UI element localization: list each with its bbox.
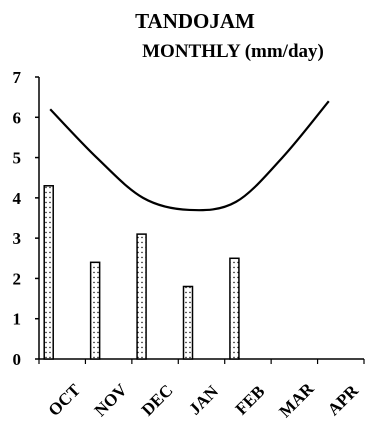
plot-area: 0 1 2 3 4 5 6 7 OCT NOV DEC JAN FEB MAR APR xyxy=(13,68,365,421)
x-tick-label: MAR xyxy=(275,379,318,422)
chart-subtitle: MONTHLY (mm/day) xyxy=(142,41,324,62)
x-tick-label: APR xyxy=(324,381,363,420)
y-tick-label: 7 xyxy=(13,68,22,87)
y-tick-label: 0 xyxy=(13,350,22,369)
y-tick-label: 5 xyxy=(13,149,22,168)
bar xyxy=(229,257,240,360)
x-tick-label: OCT xyxy=(45,380,85,420)
y-tick-label: 1 xyxy=(13,310,22,329)
y-tick-label: 6 xyxy=(13,108,22,127)
chart-title: TANDOJAM xyxy=(135,9,255,33)
bar xyxy=(43,185,54,360)
y-tick-label: 3 xyxy=(13,229,22,248)
bar xyxy=(136,233,147,360)
bar xyxy=(182,285,194,360)
x-tick-label: DEC xyxy=(138,381,177,420)
series-line xyxy=(49,100,330,212)
y-tick-label: 4 xyxy=(13,189,22,208)
bar xyxy=(89,261,101,360)
x-tick-label: NOV xyxy=(91,380,132,421)
y-tick-label: 2 xyxy=(13,269,22,288)
x-tick-label: FEB xyxy=(232,382,269,419)
x-tick-label: JAN xyxy=(185,381,222,418)
